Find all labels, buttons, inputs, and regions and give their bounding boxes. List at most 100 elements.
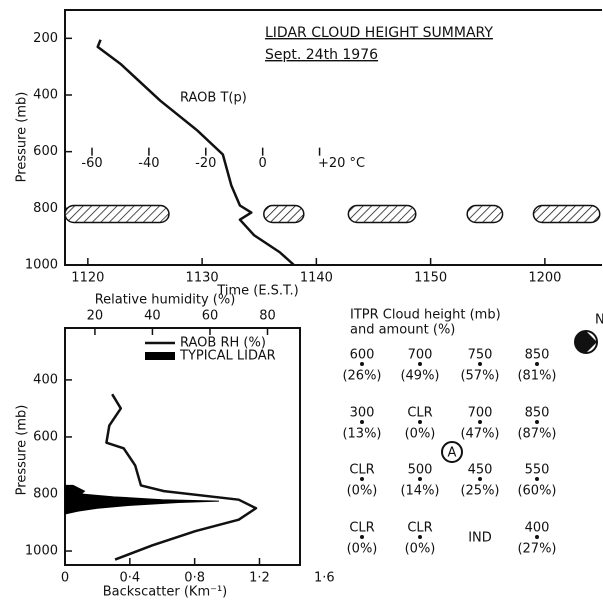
cloud-height: 850	[525, 348, 550, 363]
cloud-amount: (87%)	[517, 427, 556, 442]
y-tick-label: 400	[33, 88, 58, 103]
cloud-amount: (27%)	[517, 542, 556, 557]
y-tick-label: 800	[33, 486, 58, 501]
cloud-amount: (13%)	[342, 427, 381, 442]
x2-tick-label: 20	[87, 309, 104, 324]
cloud-height: CLR	[349, 521, 374, 536]
x-tick-label: 1130	[186, 271, 219, 286]
cloud	[64, 204, 170, 224]
cloud-amount: (47%)	[460, 427, 499, 442]
cloud-amount: (0%)	[347, 542, 378, 557]
cloud-height: 700	[408, 348, 433, 363]
cloud-amount: (57%)	[460, 369, 499, 384]
cloud-height: CLR	[407, 406, 432, 421]
cloud	[466, 204, 504, 224]
chart-title: LIDAR CLOUD HEIGHT SUMMARY	[265, 25, 493, 41]
y-axis-label: Pressure (mb)	[15, 92, 30, 183]
y-tick-label: 200	[33, 31, 58, 46]
y-tick-label: 1000	[25, 258, 58, 273]
itpr-title: ITPR Cloud height (mb)	[350, 308, 501, 323]
station-dot	[478, 362, 482, 366]
cloud	[347, 204, 417, 224]
x2-tick-label: 40	[144, 309, 161, 324]
cloud-height: 450	[468, 463, 493, 478]
legend-label: RAOB RH (%)	[180, 336, 266, 351]
x2-tick-label: 0	[259, 156, 267, 171]
x-axis-label: Backscatter (Km⁻¹)	[103, 585, 228, 600]
cloud-amount: (26%)	[342, 369, 381, 384]
station-dot	[418, 362, 422, 366]
cloud-height: 700	[468, 406, 493, 421]
x-tick-label: 0	[61, 571, 69, 586]
cloud-amount: (14%)	[400, 484, 439, 499]
x2-tick-label: -20	[195, 156, 216, 171]
station-dot	[478, 420, 482, 424]
station-dot	[360, 535, 364, 539]
legend-swatch	[145, 352, 175, 360]
station-dot	[478, 477, 482, 481]
y-axis-label: Pressure (mb)	[15, 405, 30, 496]
cloud	[532, 204, 601, 224]
x2-tick-label: -40	[138, 156, 159, 171]
cloud-amount: (81%)	[517, 369, 556, 384]
y-tick-label: 1000	[25, 544, 58, 559]
station-dot	[535, 420, 539, 424]
line	[105, 393, 258, 561]
itpr-subtitle: and amount (%)	[350, 323, 455, 338]
cloud-height: 400	[525, 521, 550, 536]
cloud-height: 750	[468, 348, 493, 363]
x-axis-label: Time (E.S.T.)	[216, 284, 298, 299]
y-tick-label: 600	[33, 429, 58, 444]
station-dot	[418, 477, 422, 481]
line	[96, 39, 295, 266]
x-tick-label: 1200	[528, 271, 561, 286]
cloud-amount: (60%)	[517, 484, 556, 499]
cloud-height: IND	[468, 531, 492, 546]
cloud-amount: (49%)	[400, 369, 439, 384]
x2-tick-label: 60	[202, 309, 219, 324]
axis-frame	[64, 9, 602, 266]
station-dot	[535, 362, 539, 366]
site-marker	[441, 441, 463, 463]
north-arrow-fill	[575, 331, 597, 353]
cloud-height: 300	[350, 406, 375, 421]
site-label: A	[448, 446, 457, 461]
station-dot	[535, 535, 539, 539]
cloud-amount: (0%)	[405, 427, 436, 442]
station-dot	[360, 362, 364, 366]
cloud-height: 550	[525, 463, 550, 478]
x-tick-label: 1·6	[314, 571, 335, 586]
x-tick-label: 1120	[71, 271, 104, 286]
x-tick-label: 1·2	[249, 571, 270, 586]
cloud-height: 600	[350, 348, 375, 363]
x2-tick-label: 80	[259, 309, 276, 324]
cloud-height: 850	[525, 406, 550, 421]
area	[64, 484, 219, 515]
cloud-amount: (0%)	[347, 484, 378, 499]
chart-subtitle: Sept. 24th 1976	[265, 47, 378, 63]
x-tick-label: 0·8	[184, 571, 205, 586]
legend-label: TYPICAL LIDAR	[179, 349, 276, 364]
cloud	[263, 204, 305, 224]
cloud-amount: (0%)	[405, 542, 436, 557]
cloud-amount: (25%)	[460, 484, 499, 499]
x2-tick-label: +20 °C	[318, 156, 365, 171]
y-tick-label: 400	[33, 372, 58, 387]
station-dot	[535, 477, 539, 481]
x-tick-label: 1140	[300, 271, 333, 286]
cloud-height: CLR	[349, 463, 374, 478]
y-tick-label: 800	[33, 201, 58, 216]
x-tick-label: 0·4	[119, 571, 140, 586]
station-dot	[360, 420, 364, 424]
y-tick-label: 600	[33, 144, 58, 159]
x-tick-label: 1150	[414, 271, 447, 286]
cloud-height: CLR	[407, 521, 432, 536]
series-label: RAOB T(p)	[180, 91, 247, 106]
cloud-height: 500	[408, 463, 433, 478]
x2-tick-label: -60	[81, 156, 102, 171]
axis-frame	[64, 327, 301, 566]
x2-axis-label: Relative humidity (%)	[95, 293, 236, 308]
station-dot	[418, 535, 422, 539]
north-label: N	[595, 313, 603, 328]
